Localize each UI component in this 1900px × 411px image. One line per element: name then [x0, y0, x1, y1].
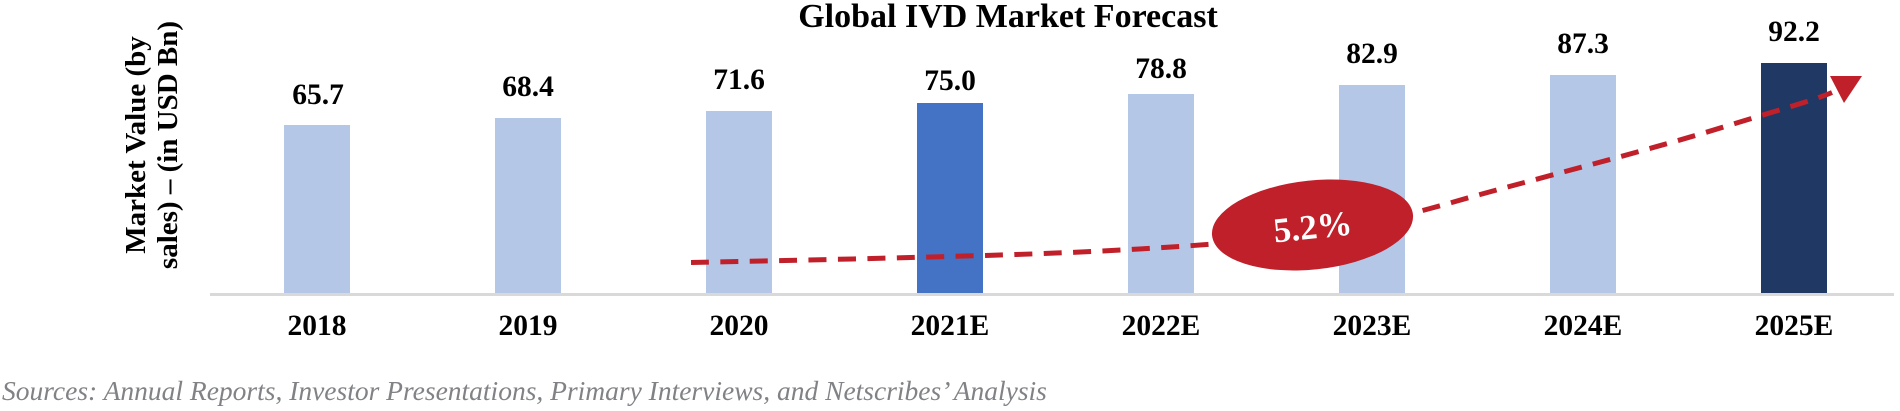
svg-text:5.2%: 5.2% [1272, 203, 1354, 250]
